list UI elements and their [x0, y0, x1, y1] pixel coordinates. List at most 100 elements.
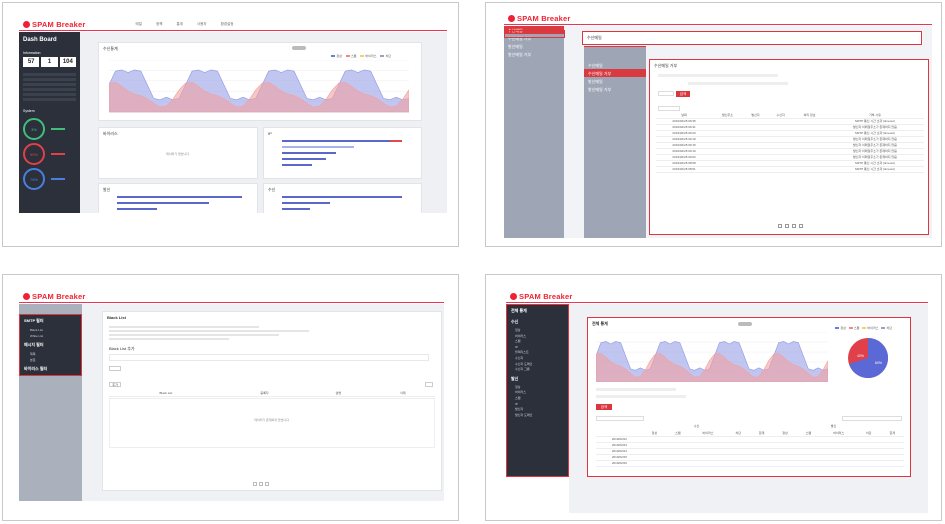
search-button[interactable]: 검색 [596, 404, 612, 410]
search-button[interactable]: 검색 [676, 91, 690, 97]
search-input[interactable] [658, 91, 674, 96]
menu-subitem[interactable]: White List [30, 334, 44, 338]
menu-item[interactable]: IP [515, 401, 518, 406]
menu-item[interactable]: 정상 [515, 384, 521, 389]
menu-item[interactable]: 발신메일 거부 [508, 52, 532, 57]
table-row[interactable]: 2019/02/28 09:19 발신자 이메일주소가 존재하지 않음 [656, 136, 924, 143]
menu-item[interactable]: 수신자 도메인 [515, 361, 533, 366]
menu-item[interactable]: 스팸 [515, 339, 521, 344]
cell [773, 460, 797, 467]
nav-item[interactable]: 통계 [176, 22, 183, 26]
pagination[interactable] [765, 224, 815, 228]
cell [768, 142, 794, 149]
area-chart [109, 60, 409, 113]
menu-subitem[interactable]: 제목 [30, 352, 36, 356]
period-toggle[interactable] [738, 322, 752, 326]
gauge-detail [51, 128, 65, 130]
nav-item[interactable]: 정책 [156, 22, 163, 26]
menu-item[interactable]: 스팸 [515, 395, 521, 400]
add-button[interactable]: 추가 [109, 382, 121, 387]
cell [768, 166, 794, 173]
legend-label: 정상 [336, 54, 342, 58]
export-button[interactable] [425, 382, 433, 387]
cell [820, 448, 858, 455]
blacklist-form[interactable] [109, 354, 429, 361]
table-row[interactable]: 2019/02/24 [596, 448, 904, 455]
menu-item[interactable]: 발신자 [515, 407, 524, 412]
cell-date: 2019/02/28 09:15 [656, 142, 713, 149]
period-toggle[interactable] [292, 46, 306, 50]
table-row[interactable]: 2019/02/26 [596, 460, 904, 467]
nav-item[interactable]: 메일 [135, 22, 142, 26]
table-row[interactable]: 2019/02/28 09:35 SMTP 통신 시간 초과 (timeout) [656, 118, 924, 125]
table-row[interactable]: 2019/02/28 09:02 발신자 이메일주소가 존재하지 않음 [656, 154, 924, 161]
table-row[interactable]: 2019/02/22 [596, 436, 904, 443]
table-row[interactable]: 2019/02/28 09:20 SMTP 통신 시간 초과 (timeout) [656, 130, 924, 137]
legend-swatch [380, 54, 385, 58]
menu-item[interactable]: 블랙리스트 [515, 350, 529, 355]
blacklist-card: Black List Black List 추가 추가 Black List 등록… [102, 311, 442, 491]
reset-button[interactable] [109, 366, 121, 371]
nav-item[interactable]: 사용자 [196, 22, 207, 26]
popup-title: 수신메일 [587, 35, 602, 40]
nav-item[interactable]: 환경설정 [220, 22, 234, 26]
pagination[interactable] [253, 482, 283, 486]
table-row[interactable]: 2019/02/23 [596, 442, 904, 449]
sidebar-title: Dash Board [23, 37, 57, 43]
menu-section[interactable]: SMTP 필터 [24, 318, 44, 323]
cell [880, 442, 904, 449]
menu-item[interactable]: 수신메일 거부 [508, 36, 532, 41]
popup-box: 수신메일 [582, 31, 922, 45]
cell [796, 460, 821, 467]
table-row[interactable]: 2019/02/28 09:15 발신자 이메일주소가 존재하지 않음 [656, 142, 924, 149]
table-row[interactable]: 2019/02/25 [596, 454, 904, 461]
screenshot-blacklist: SPAM Breaker SMTP 필터 Black List White List… [2, 274, 459, 521]
filter-row-1 [596, 388, 676, 391]
menu-section[interactable]: 메시지 필터 [24, 342, 44, 347]
top-bar: SPAM Breaker 메일 정책 통계 사용자 환경설정 [19, 19, 447, 31]
export-buttons[interactable] [596, 416, 644, 421]
table-row[interactable]: 2019/02/28 09:31 발신자 이메일주소가 존재하지 않음 [656, 124, 924, 131]
menu-section[interactable]: 바이러스 필터 [24, 366, 48, 371]
view-options[interactable] [842, 416, 902, 421]
legend-swatch [331, 54, 336, 58]
menu-item[interactable]: 발신자 도메인 [515, 412, 533, 417]
cell [726, 454, 750, 461]
menu-item[interactable]: 발신메일 [508, 44, 523, 49]
cell-reason: 발신자 이메일주소가 존재하지 않음 [825, 142, 924, 149]
menu-item[interactable]: 수신자 [515, 355, 524, 360]
table-row[interactable]: 2019/02/28 08:58 SMTP 통신 시간 초과 (timeout) [656, 160, 924, 167]
menu-item[interactable]: 바이러스 [515, 390, 527, 395]
column-header: 스팸 [796, 430, 821, 437]
legend-label: 스팸 [350, 54, 357, 58]
menu-item[interactable]: 바이러스 [515, 333, 527, 338]
ip-bar-3 [282, 152, 336, 155]
menu-item[interactable]: 수신메일 거부 [584, 69, 646, 77]
menu-item[interactable]: 수신자 그룹 [515, 367, 530, 372]
send-card: 발신 [98, 183, 258, 213]
brand-logo: SPAM Breaker [506, 292, 573, 301]
cell [726, 448, 750, 455]
menu-item[interactable]: IP [515, 344, 518, 349]
recv-menu-title: 수신 [511, 319, 519, 324]
menu-item[interactable]: 정상 [515, 328, 521, 332]
menu-item[interactable]: 발신메일 [588, 79, 603, 84]
table-row[interactable]: 2019/02/28 09:10 발신자 이메일주소가 존재하지 않음 [656, 148, 924, 155]
menu-subitem[interactable]: 본문 [30, 358, 36, 362]
recv-card: 수신 [263, 183, 422, 213]
send-bar-2 [117, 202, 209, 205]
cell [689, 460, 727, 467]
stats-panel: 전체 통계 정상 스팸 바이러스 차단 40% 60% 검색 수신 발신 정상 스팸 바이러… [587, 317, 911, 477]
table-row[interactable]: 2019/02/28 08:51 SMTP 통신 시간 초과 (timeout) [656, 166, 924, 173]
cell [749, 448, 774, 455]
menu-item[interactable]: 발신메일 거부 [588, 87, 612, 92]
send-card-title: 발신 [103, 187, 111, 192]
stat-value: 1 [47, 59, 52, 65]
logo-icon [23, 293, 30, 300]
menu-subitem[interactable]: Black List [30, 328, 43, 332]
cell [666, 448, 690, 455]
menu-item[interactable]: 수신메일 [588, 63, 603, 68]
cell [726, 436, 750, 443]
pie-chart: 40% 60% [848, 337, 889, 378]
delete-button[interactable] [658, 106, 680, 111]
